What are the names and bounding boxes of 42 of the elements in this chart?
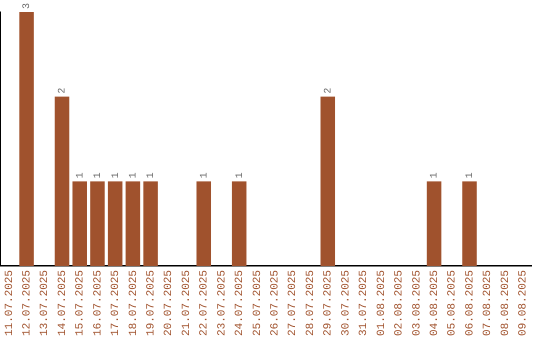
x-tick-label: 29.07.2025 — [322, 270, 335, 336]
data-label: 1 — [75, 172, 86, 178]
x-tick-label: 18.07.2025 — [128, 270, 140, 336]
x-tick-label: 06.08.2025 — [464, 270, 476, 336]
x-tick-label: 22.07.2025 — [198, 270, 211, 336]
x-tick-label: 30.07.2025 — [340, 270, 352, 336]
x-tick-label: 14.07.2025 — [56, 270, 69, 336]
data-label: 1 — [465, 172, 476, 178]
x-tick-label: 05.08.2025 — [446, 270, 459, 336]
x-tick-label: 13.07.2025 — [39, 270, 52, 336]
x-tick-label: 01.08.2025 — [376, 270, 388, 336]
x-tick-label: 20.07.2025 — [163, 270, 176, 336]
x-tick-label: 31.07.2025 — [358, 270, 370, 336]
x-tick-label: 08.08.2025 — [500, 270, 512, 336]
x-tick-label: 27.07.2025 — [287, 270, 300, 336]
data-label: 1 — [234, 172, 246, 178]
data-label: 1 — [199, 172, 210, 178]
data-label: 1 — [110, 172, 122, 178]
x-tick-label: 04.08.2025 — [428, 270, 441, 336]
x-tick-label: 23.07.2025 — [216, 270, 228, 336]
data-label: 1 — [93, 172, 104, 178]
x-tick-label: 09.08.2025 — [518, 270, 530, 336]
x-tick-label: 02.08.2025 — [394, 270, 406, 336]
x-tick-label: 19.07.2025 — [146, 270, 158, 336]
x-tick-label: 25.07.2025 — [252, 270, 264, 336]
x-tick-label: 28.07.2025 — [304, 270, 317, 336]
x-tick-label: 03.08.2025 — [411, 270, 424, 336]
x-tick-label: 15.07.2025 — [74, 270, 87, 336]
x-tick-label: 12.07.2025 — [21, 270, 34, 336]
data-label: 3 — [22, 2, 34, 9]
x-tick-label: 17.07.2025 — [110, 270, 122, 336]
x-tick-label: 24.07.2025 — [234, 270, 246, 336]
x-tick-label: 11.07.2025 — [4, 270, 16, 336]
data-label: 1 — [128, 172, 140, 178]
x-tick-label: 26.07.2025 — [270, 270, 282, 336]
data-label: 1 — [146, 172, 158, 178]
x-tick-label: 07.08.2025 — [482, 270, 494, 336]
x-tick-label: 21.07.2025 — [180, 270, 193, 336]
x-tick-label: 16.07.2025 — [92, 270, 104, 336]
data-label: 2 — [323, 88, 334, 94]
data-label: 1 — [430, 172, 441, 178]
data-label: 2 — [58, 88, 69, 94]
